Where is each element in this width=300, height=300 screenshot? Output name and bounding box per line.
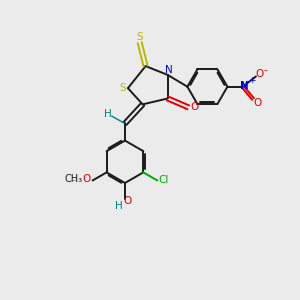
Text: N: N [165,64,173,75]
Text: O: O [253,98,262,108]
Text: -: - [263,65,267,75]
Text: +: + [248,76,255,85]
Text: O: O [82,174,90,184]
Text: CH₃: CH₃ [64,174,82,184]
Text: H: H [104,109,112,119]
Text: H: H [115,201,123,211]
Text: S: S [119,82,126,93]
Text: O: O [190,102,199,112]
Text: methoxy: methoxy [73,180,80,181]
Text: Cl: Cl [159,176,169,185]
Text: N: N [240,81,249,91]
Text: O: O [123,196,131,206]
Text: O: O [255,69,264,79]
Text: S: S [136,32,143,42]
